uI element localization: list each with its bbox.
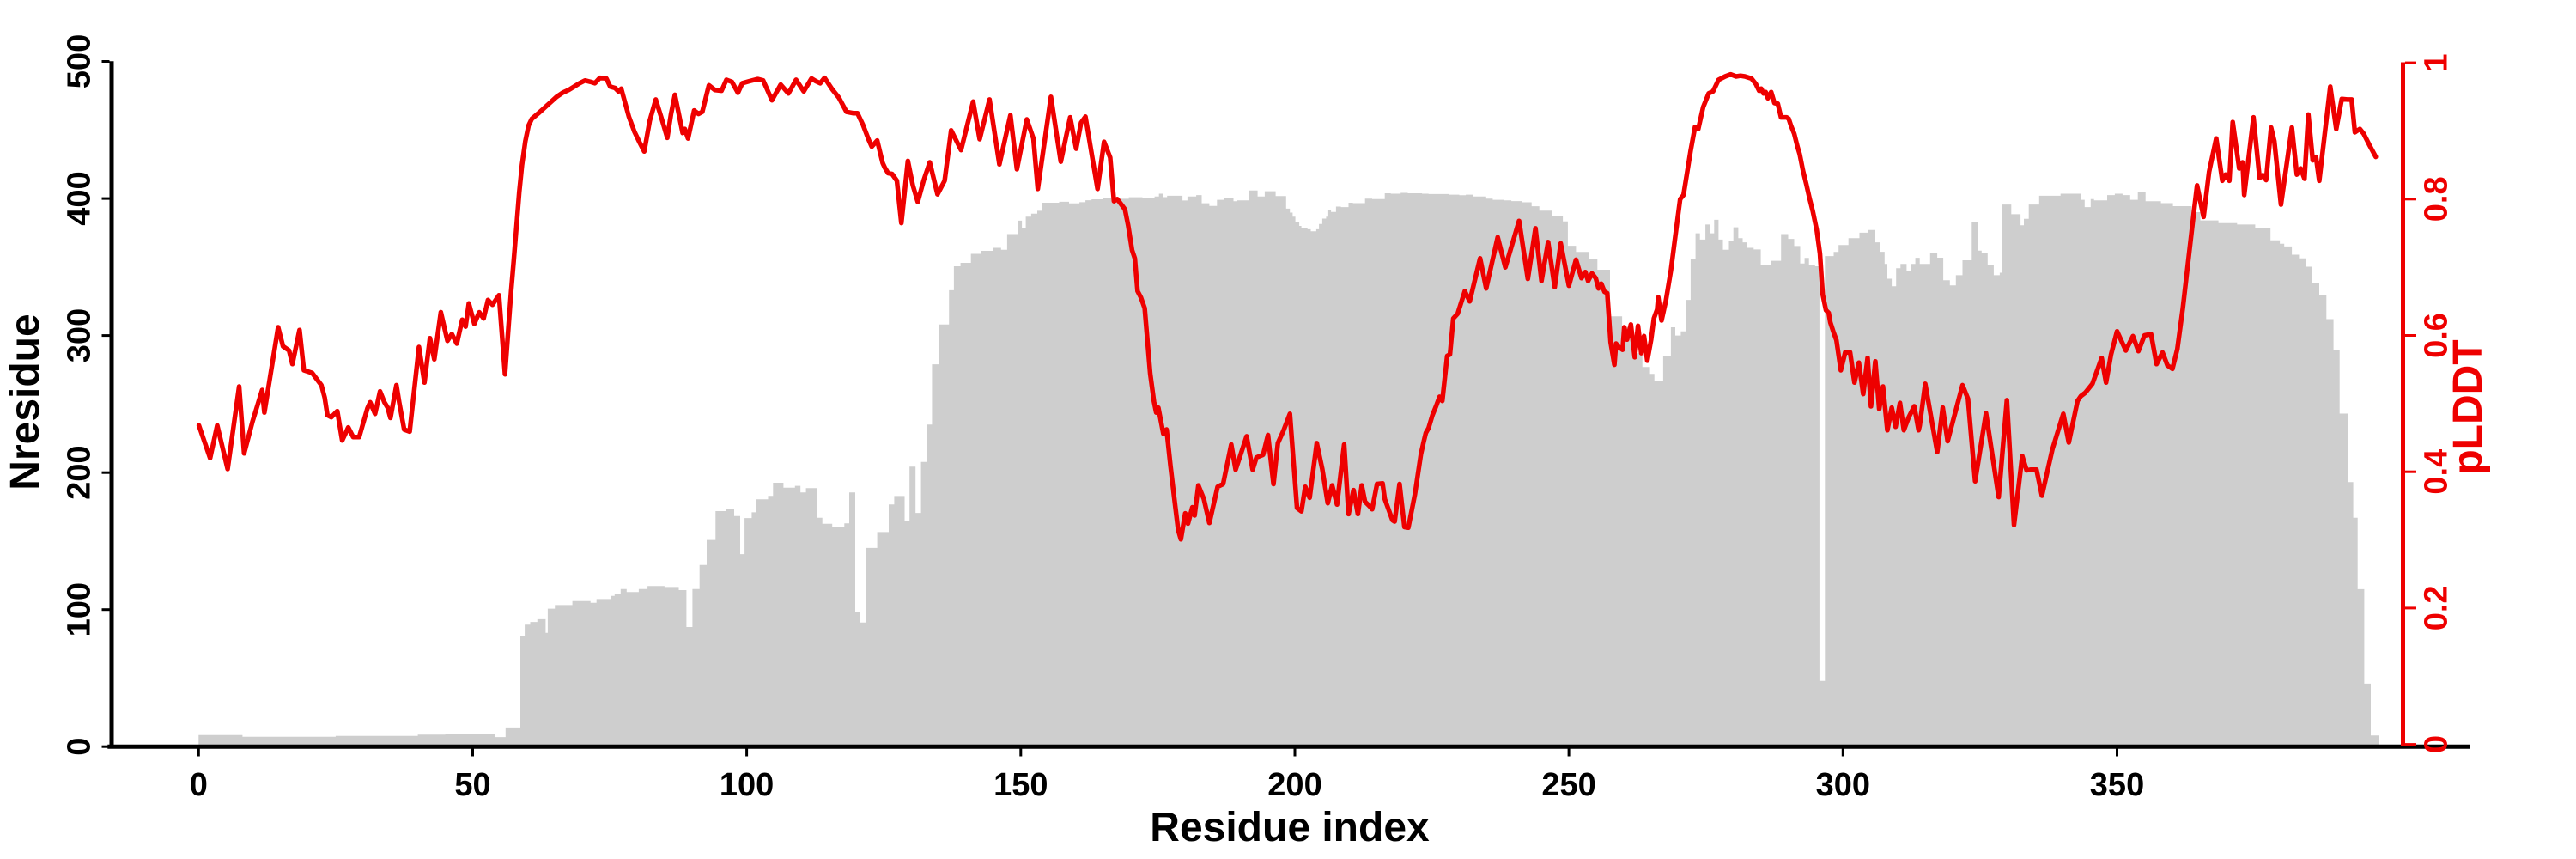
svg-text:200: 200: [62, 445, 98, 499]
svg-text:0: 0: [2419, 735, 2455, 753]
svg-text:0: 0: [62, 738, 98, 756]
svg-text:100: 100: [62, 582, 98, 637]
svg-text:100: 100: [720, 767, 774, 803]
svg-text:400: 400: [62, 171, 98, 225]
svg-text:250: 250: [1541, 767, 1595, 803]
svg-text:1: 1: [2419, 54, 2455, 72]
svg-text:500: 500: [62, 34, 98, 88]
svg-text:150: 150: [993, 767, 1048, 803]
svg-text:300: 300: [62, 308, 98, 362]
svg-text:0.8: 0.8: [2419, 176, 2455, 222]
svg-text:350: 350: [2090, 767, 2144, 803]
svg-text:300: 300: [1816, 767, 1870, 803]
svg-text:0: 0: [190, 767, 208, 803]
svg-text:0.2: 0.2: [2419, 585, 2455, 631]
svg-text:Residue index: Residue index: [1150, 805, 1430, 850]
svg-text:0.4: 0.4: [2419, 449, 2455, 495]
svg-text:Nresidue: Nresidue: [3, 314, 48, 490]
svg-text:200: 200: [1267, 767, 1321, 803]
svg-text:0.6: 0.6: [2419, 313, 2455, 358]
svg-text:pLDDT: pLDDT: [2445, 339, 2491, 474]
svg-text:50: 50: [454, 767, 490, 803]
